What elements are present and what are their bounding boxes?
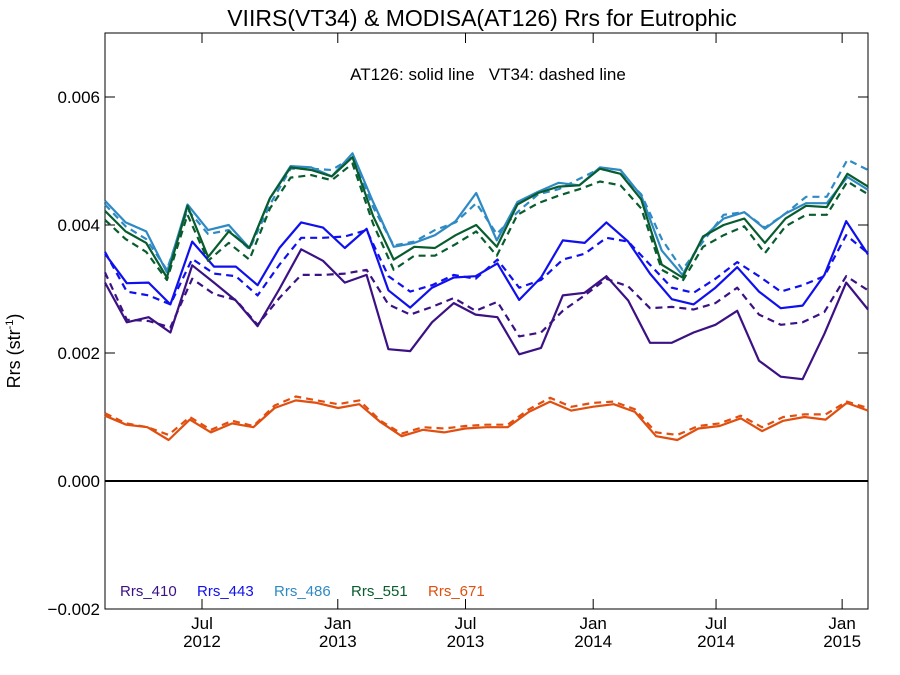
legend-label-rrs-551: Rrs_551 (351, 583, 408, 600)
y-axis-label-main: Rrs (str (4, 329, 24, 388)
series-legend: Rrs_410 Rrs_443 Rrs_486 Rrs_551 Rrs_671 (120, 583, 485, 600)
legend-label-rrs-671: Rrs_671 (428, 583, 485, 600)
y-tick-label: −0.002 (48, 600, 100, 619)
legend-label-rrs-410: Rrs_410 (120, 583, 177, 600)
y-axis-label: Rrs (str-1) (4, 314, 24, 389)
legend-label-rrs-443: Rrs_443 (197, 583, 254, 600)
series-rrs-671-dashed-line (104, 395, 869, 436)
x-tick-label-month: Jan (828, 614, 855, 633)
series-rrs-551-solid-line (104, 156, 869, 279)
x-tick-label-month: Jul (455, 614, 477, 633)
y-tick-label: 0.004 (57, 216, 100, 235)
legend-annotation: AT126: solid line VT34: dashed line (350, 65, 626, 84)
series-rrs-671-solid-line (104, 399, 869, 442)
x-tick-label-month: Jan (324, 614, 351, 633)
y-tick-label: 0.000 (57, 472, 100, 491)
x-tick-label-year: 2015 (823, 632, 861, 651)
series-rrs-410-solid-line (104, 248, 869, 381)
legend-label-rrs-486: Rrs_486 (274, 583, 331, 600)
x-tick-label-month: Jan (579, 614, 606, 633)
series-rrs-486-solid-line (104, 152, 869, 276)
y-tick-label: 0.002 (57, 344, 100, 363)
chart-title: VIIRS(VT34) & MODISA(AT126) Rrs for Eutr… (227, 5, 737, 31)
y-tick-label: 0.006 (57, 88, 100, 107)
plot-area: −0.0020.0000.0020.0040.006Jul2012Jan2013… (48, 32, 869, 651)
y-axis-label-close: ) (4, 314, 24, 320)
series-rrs-410-dashed-line (104, 268, 869, 338)
plot-frame (104, 32, 869, 610)
series-rrs-486-dashed-line (104, 156, 869, 271)
x-tick-label-year: 2013 (319, 632, 357, 651)
x-tick-label-year: 2012 (183, 632, 221, 651)
x-tick-label-year: 2014 (697, 632, 735, 651)
x-tick-label-month: Jul (191, 614, 213, 633)
series-rrs-443-dashed-line (104, 229, 869, 306)
x-tick-label-year: 2013 (447, 632, 485, 651)
x-tick-label-year: 2014 (574, 632, 612, 651)
y-axis-label-sup: -1 (4, 320, 16, 330)
x-tick-label-month: Jul (705, 614, 727, 633)
series-rrs-551-dashed-line (104, 162, 869, 283)
